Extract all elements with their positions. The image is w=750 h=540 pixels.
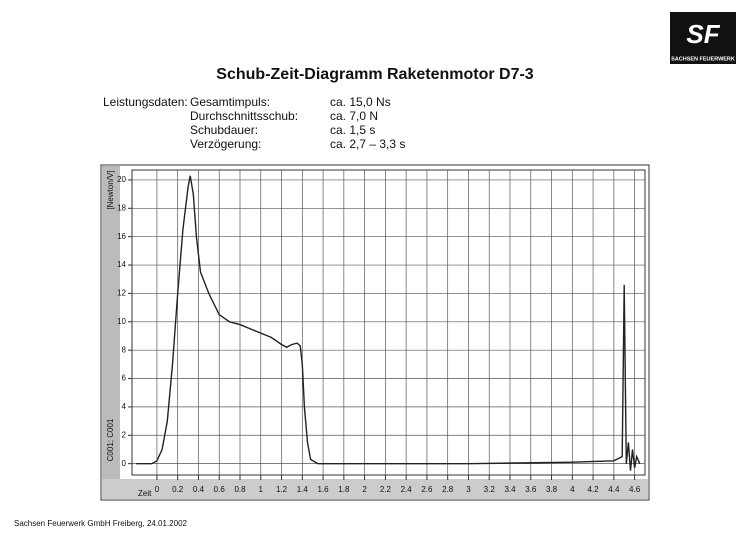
x-tick-label: 4 — [570, 485, 575, 494]
x-tick-label: 1.6 — [318, 485, 330, 494]
footer: Sachsen Feuerwerk GmbH Freiberg, 24.01.2… — [14, 519, 188, 528]
spec-label: Verzögerung: — [190, 137, 261, 151]
x-tick-label: 4.6 — [629, 485, 641, 494]
specs-heading: Leistungsdaten: — [103, 95, 188, 109]
spec-value: ca. 15,0 Ns — [330, 95, 391, 109]
x-tick-label: 0.4 — [193, 485, 205, 494]
y-tick-label: 10 — [117, 317, 126, 326]
x-tick-label: 2.8 — [442, 485, 454, 494]
x-tick-label: 2.2 — [380, 485, 392, 494]
y-tick-label: 8 — [122, 345, 127, 354]
x-tick-label: 1.4 — [297, 485, 309, 494]
x-tick-label: 2.4 — [401, 485, 413, 494]
y-tick-label: 0 — [122, 459, 127, 468]
x-tick-label: 0 — [155, 485, 160, 494]
y-tick-label: 16 — [117, 232, 126, 241]
x-tick-label: 3 — [466, 485, 471, 494]
y-tick-label: 14 — [117, 260, 126, 269]
x-tick-label: 1.8 — [338, 485, 350, 494]
spec-value: ca. 1,5 s — [330, 123, 375, 137]
x-tick-label: 0.8 — [234, 485, 246, 494]
data-line — [136, 175, 641, 471]
y-tick-label: 6 — [122, 374, 127, 383]
x-tick-label: 0.2 — [172, 485, 184, 494]
y-tick-label: 18 — [117, 203, 126, 212]
spec-value: ca. 7,0 N — [330, 109, 378, 123]
y-axis-label: [Newton/V] — [106, 170, 115, 209]
y-tick-label: 20 — [117, 175, 126, 184]
logo-box — [670, 12, 736, 64]
plot-area — [131, 169, 646, 476]
x-tick-label: 3.2 — [484, 485, 496, 494]
spec-label: Gesamtimpuls: — [190, 95, 270, 109]
spec-label: Schubdauer: — [190, 123, 258, 137]
chart-title: Schub-Zeit-Diagramm Raketenmotor D7-3 — [216, 66, 533, 83]
x-tick-label: 3.6 — [525, 485, 537, 494]
x-tick-label: 2.6 — [421, 485, 433, 494]
x-tick-label: 1 — [259, 485, 264, 494]
y-tick-label: 2 — [122, 430, 127, 439]
x-tick-label: 3.8 — [546, 485, 558, 494]
x-tick-label: 4.4 — [608, 485, 620, 494]
y-tick-label: 12 — [117, 289, 126, 298]
logo-mark: SF — [686, 19, 720, 49]
y-panel — [102, 166, 120, 479]
logo-name: SACHSEN FEUERWERK — [671, 56, 735, 62]
x-tick-label: 4.2 — [588, 485, 600, 494]
x-axis-label: Zeit — [138, 489, 152, 498]
spec-value: ca. 2,7 – 3,3 s — [330, 137, 405, 151]
channel-label: C001; C001 — [106, 418, 115, 461]
spec-label: Durchschnittsschub: — [190, 109, 298, 123]
y-tick-label: 4 — [122, 402, 127, 411]
x-tick-label: 3.4 — [504, 485, 516, 494]
x-tick-label: 2 — [362, 485, 367, 494]
x-tick-label: 1.2 — [276, 485, 288, 494]
x-tick-label: 0.6 — [214, 485, 226, 494]
x-panel — [102, 479, 648, 499]
chart-frame — [100, 164, 650, 501]
